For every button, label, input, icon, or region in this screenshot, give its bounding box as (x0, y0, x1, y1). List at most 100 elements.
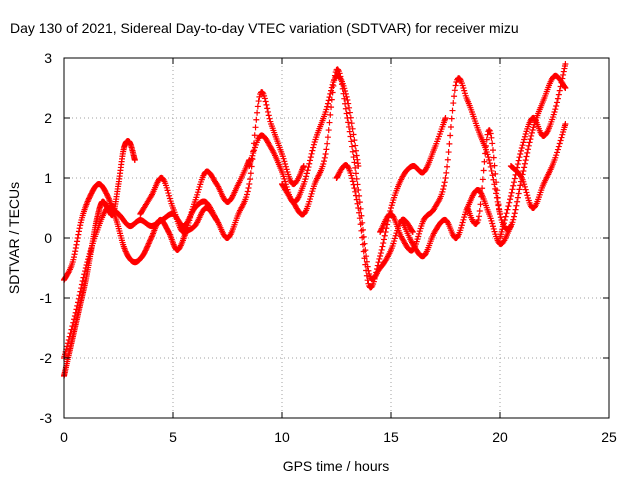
data-point (528, 129, 535, 136)
data-point (82, 265, 89, 271)
data-point (414, 236, 421, 243)
x-tick-label: 20 (492, 429, 508, 445)
data-point (65, 337, 72, 343)
data-point (355, 187, 362, 193)
data-point (350, 154, 357, 161)
data-point (488, 217, 495, 224)
data-point (512, 206, 519, 213)
data-point (522, 130, 529, 137)
data-point (376, 255, 383, 262)
data-point (79, 278, 86, 285)
data-point (263, 101, 270, 108)
series-satellite-track-1 (61, 138, 138, 379)
data-point (347, 133, 354, 140)
data-point (475, 213, 482, 220)
data-point (518, 147, 525, 154)
data-point (562, 121, 569, 127)
data-point (261, 95, 268, 102)
data-point (558, 134, 565, 141)
data-point (458, 224, 465, 231)
data-point (497, 211, 503, 217)
data-point (487, 130, 494, 137)
data-point (507, 196, 514, 203)
data-point (391, 235, 398, 242)
data-point (493, 179, 500, 186)
data-point (304, 167, 311, 174)
x-axis-label: GPS time / hours (283, 458, 390, 474)
data-point (360, 248, 367, 255)
data-point (521, 136, 528, 143)
data-point (409, 229, 416, 235)
series-satellite-track-5 (180, 88, 307, 241)
data-point (256, 93, 263, 100)
data-point (555, 143, 562, 150)
data-point (505, 203, 512, 210)
data-point (249, 152, 256, 159)
data-point (451, 93, 458, 100)
data-point (303, 170, 310, 177)
data-point (143, 246, 150, 253)
data-point (352, 188, 359, 195)
data-point (244, 188, 251, 195)
data-point (363, 272, 370, 279)
data-point (165, 190, 172, 197)
data-point (349, 143, 356, 150)
data-point (351, 185, 358, 192)
data-point (361, 255, 368, 262)
data-point (351, 159, 358, 166)
data-point (352, 147, 359, 154)
data-point (328, 104, 335, 111)
data-point (302, 176, 309, 183)
data-point (449, 107, 456, 114)
data-point (442, 115, 449, 121)
data-point (81, 271, 88, 278)
data-point (350, 181, 357, 188)
data-point (446, 140, 453, 147)
data-point (374, 262, 381, 269)
data-point (355, 205, 362, 211)
data-point (80, 274, 87, 281)
data-point (64, 340, 71, 347)
data-point (445, 149, 452, 156)
data-point (84, 259, 91, 266)
data-point (450, 100, 457, 107)
data-point (391, 238, 398, 245)
data-point (491, 162, 498, 169)
data-point (104, 193, 111, 199)
data-point (146, 239, 153, 246)
data-point (517, 182, 524, 189)
data-point (556, 140, 563, 147)
data-point (189, 206, 196, 213)
data-point (339, 85, 346, 92)
data-point (345, 119, 352, 126)
data-point (282, 163, 289, 170)
data-point (556, 87, 563, 94)
data-point (500, 220, 507, 227)
data-point (479, 185, 486, 192)
data-point (343, 110, 350, 117)
data-point (324, 140, 331, 147)
data-point (506, 199, 513, 206)
data-point (558, 79, 565, 86)
data-point (451, 87, 458, 94)
data-point (447, 124, 454, 130)
data-point (74, 235, 81, 241)
data-point (553, 152, 560, 159)
data-point (245, 185, 252, 192)
data-point (69, 323, 76, 330)
data-point (76, 225, 83, 232)
data-point (71, 251, 78, 258)
data-point (523, 189, 530, 196)
data-point (254, 109, 261, 116)
grid (64, 58, 609, 418)
data-point (493, 187, 500, 194)
data-point (477, 201, 484, 208)
data-point (308, 190, 315, 197)
data-point (75, 295, 82, 302)
data-point (253, 116, 260, 123)
data-point (194, 189, 201, 196)
data-point (440, 186, 447, 193)
data-point (131, 157, 138, 163)
data-point (305, 164, 312, 171)
y-tick-label: 2 (44, 110, 52, 126)
